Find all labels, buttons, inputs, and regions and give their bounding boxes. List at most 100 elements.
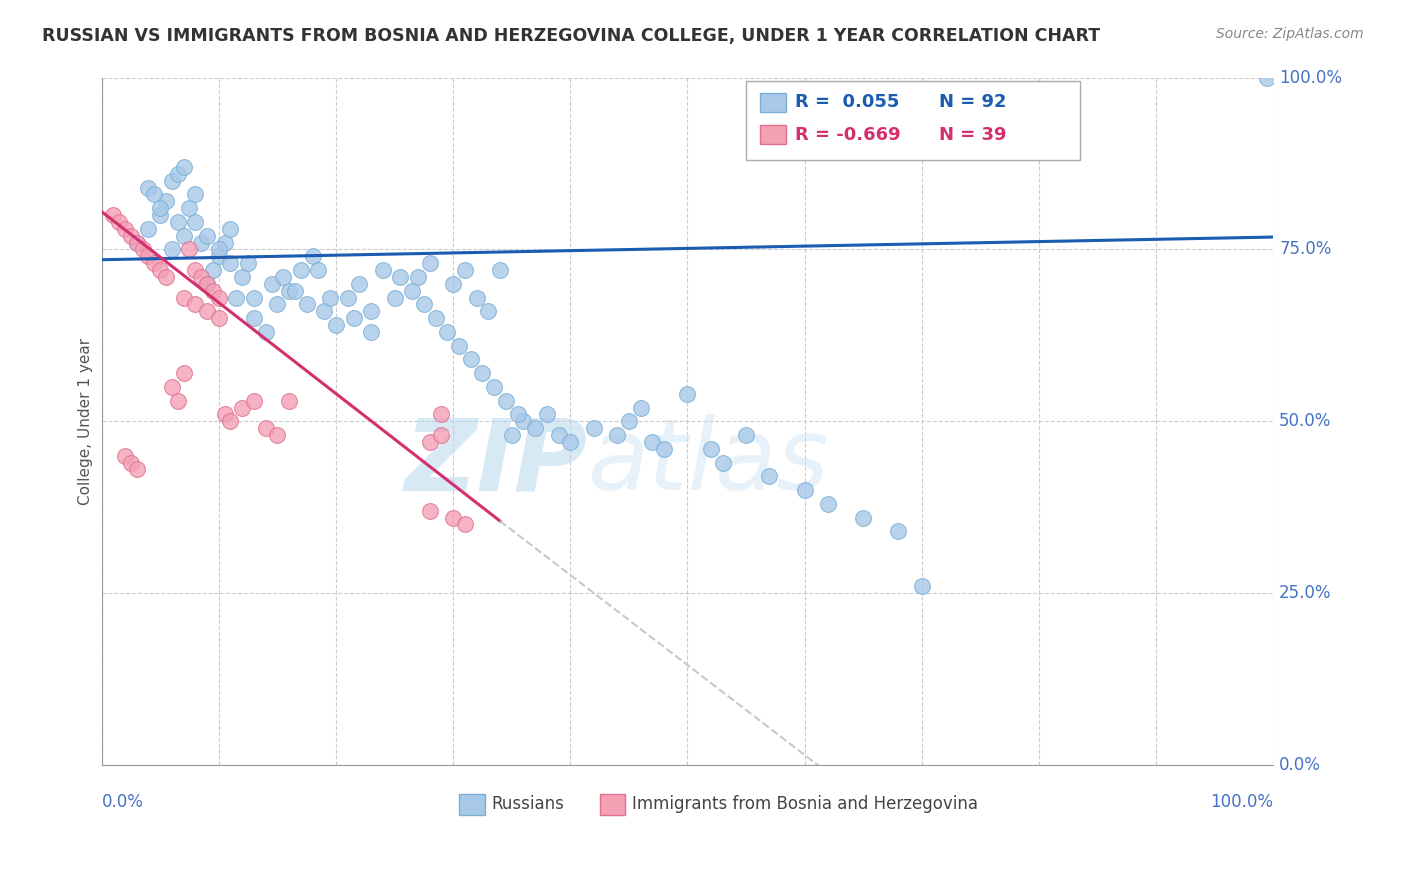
Point	[295, 297, 318, 311]
Point	[201, 263, 224, 277]
Point	[606, 428, 628, 442]
Point	[184, 215, 207, 229]
Point	[219, 256, 242, 270]
Point	[495, 393, 517, 408]
Point	[231, 269, 253, 284]
Text: N = 92: N = 92	[939, 94, 1007, 112]
Point	[441, 277, 464, 291]
Point	[184, 263, 207, 277]
Text: 100.0%: 100.0%	[1211, 793, 1274, 811]
Text: 0.0%: 0.0%	[1279, 756, 1322, 774]
Point	[143, 256, 166, 270]
Point	[254, 325, 277, 339]
Point	[201, 284, 224, 298]
Point	[114, 221, 136, 235]
Point	[149, 208, 172, 222]
Point	[676, 386, 699, 401]
Text: atlas: atlas	[588, 414, 830, 511]
Point	[389, 269, 412, 284]
Point	[160, 174, 183, 188]
Point	[266, 428, 288, 442]
Point	[271, 269, 294, 284]
Point	[406, 269, 429, 284]
Point	[125, 235, 148, 250]
Point	[243, 291, 266, 305]
Point	[214, 235, 236, 250]
Point	[524, 421, 547, 435]
Point	[125, 235, 148, 250]
Text: ZIP: ZIP	[405, 414, 588, 511]
Point	[793, 483, 815, 497]
Text: R = -0.669: R = -0.669	[796, 126, 901, 144]
Point	[419, 434, 441, 449]
Point	[184, 187, 207, 202]
Point	[184, 297, 207, 311]
Point	[419, 256, 441, 270]
Point	[190, 235, 212, 250]
Point	[630, 401, 652, 415]
Point	[195, 228, 218, 243]
Point	[260, 277, 283, 291]
Point	[735, 428, 758, 442]
Point	[436, 325, 458, 339]
Text: 0.0%: 0.0%	[101, 793, 143, 811]
Point	[103, 208, 125, 222]
Point	[447, 339, 470, 353]
Text: 100.0%: 100.0%	[1279, 69, 1343, 87]
Text: Russians: Russians	[492, 796, 565, 814]
Point	[852, 510, 875, 524]
Point	[131, 243, 153, 257]
Point	[173, 228, 195, 243]
Point	[219, 221, 242, 235]
Point	[360, 304, 382, 318]
Point	[477, 304, 499, 318]
Point	[225, 291, 247, 305]
Point	[179, 243, 201, 257]
Point	[711, 456, 734, 470]
Point	[454, 263, 477, 277]
Point	[817, 497, 839, 511]
Point	[471, 366, 494, 380]
Point	[179, 201, 201, 215]
Point	[489, 263, 512, 277]
Point	[195, 277, 218, 291]
Text: Source: ZipAtlas.com: Source: ZipAtlas.com	[1216, 27, 1364, 41]
Point	[482, 380, 505, 394]
Point	[412, 297, 434, 311]
Text: 25.0%: 25.0%	[1279, 584, 1331, 602]
Point	[430, 408, 453, 422]
Point	[138, 249, 160, 263]
Point	[231, 401, 253, 415]
Point	[195, 277, 218, 291]
Point	[160, 243, 183, 257]
Point	[465, 291, 488, 305]
Point	[582, 421, 605, 435]
Point	[284, 284, 307, 298]
Point	[911, 579, 934, 593]
Point	[319, 291, 342, 305]
Point	[314, 304, 336, 318]
Point	[460, 352, 482, 367]
Point	[307, 263, 329, 277]
Bar	[761, 125, 786, 145]
Text: Immigrants from Bosnia and Herzegovina: Immigrants from Bosnia and Herzegovina	[633, 796, 979, 814]
Point	[536, 408, 558, 422]
Point	[336, 291, 359, 305]
Point	[149, 263, 172, 277]
Bar	[458, 794, 485, 814]
Point	[155, 269, 177, 284]
Point	[208, 243, 231, 257]
Point	[236, 256, 259, 270]
Point	[138, 221, 160, 235]
Point	[173, 366, 195, 380]
Point	[758, 469, 780, 483]
Point	[506, 408, 529, 422]
Point	[441, 510, 464, 524]
Point	[108, 215, 131, 229]
Point	[278, 393, 301, 408]
Point	[166, 215, 188, 229]
Point	[243, 393, 266, 408]
Point	[149, 201, 172, 215]
Point	[125, 462, 148, 476]
Text: 75.0%: 75.0%	[1279, 241, 1331, 259]
